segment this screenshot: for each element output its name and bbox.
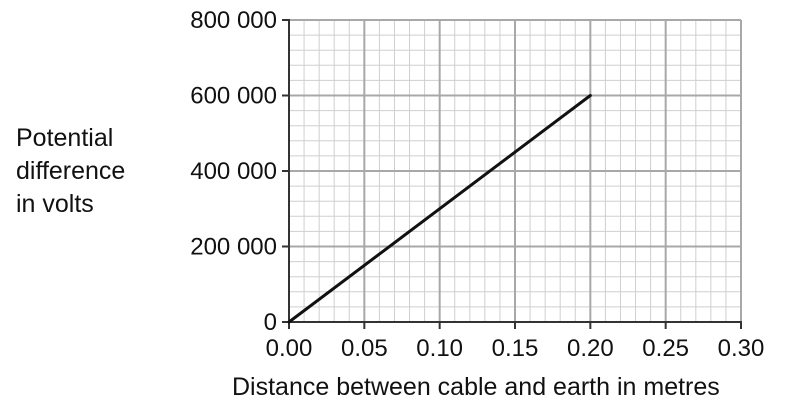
x-tick-label: 0.10 bbox=[416, 335, 463, 362]
y-tick-label: 0 bbox=[264, 309, 277, 336]
y-axis-label-line-2: difference bbox=[16, 157, 126, 185]
y-axis-label-line-3: in volts bbox=[16, 190, 94, 218]
y-tick-label: 800 000 bbox=[190, 7, 277, 34]
y-tick-label: 600 000 bbox=[190, 83, 277, 110]
y-tick-label: 200 000 bbox=[190, 234, 277, 261]
x-tick-label: 0.30 bbox=[718, 335, 765, 362]
x-tick-label: 0.05 bbox=[341, 335, 388, 362]
x-axis-label: Distance between cable and earth in metr… bbox=[232, 373, 720, 401]
x-tick-label: 0.00 bbox=[266, 335, 313, 362]
x-tick-label: 0.20 bbox=[567, 335, 614, 362]
y-axis-label-line-1: Potential bbox=[16, 124, 114, 152]
y-tick-label: 400 000 bbox=[190, 158, 277, 185]
series-line bbox=[287, 94, 592, 324]
x-tick-label: 0.15 bbox=[492, 335, 539, 362]
y-axis-label: Potential difference in volts bbox=[16, 122, 125, 221]
x-tick-label: 0.25 bbox=[642, 335, 689, 362]
